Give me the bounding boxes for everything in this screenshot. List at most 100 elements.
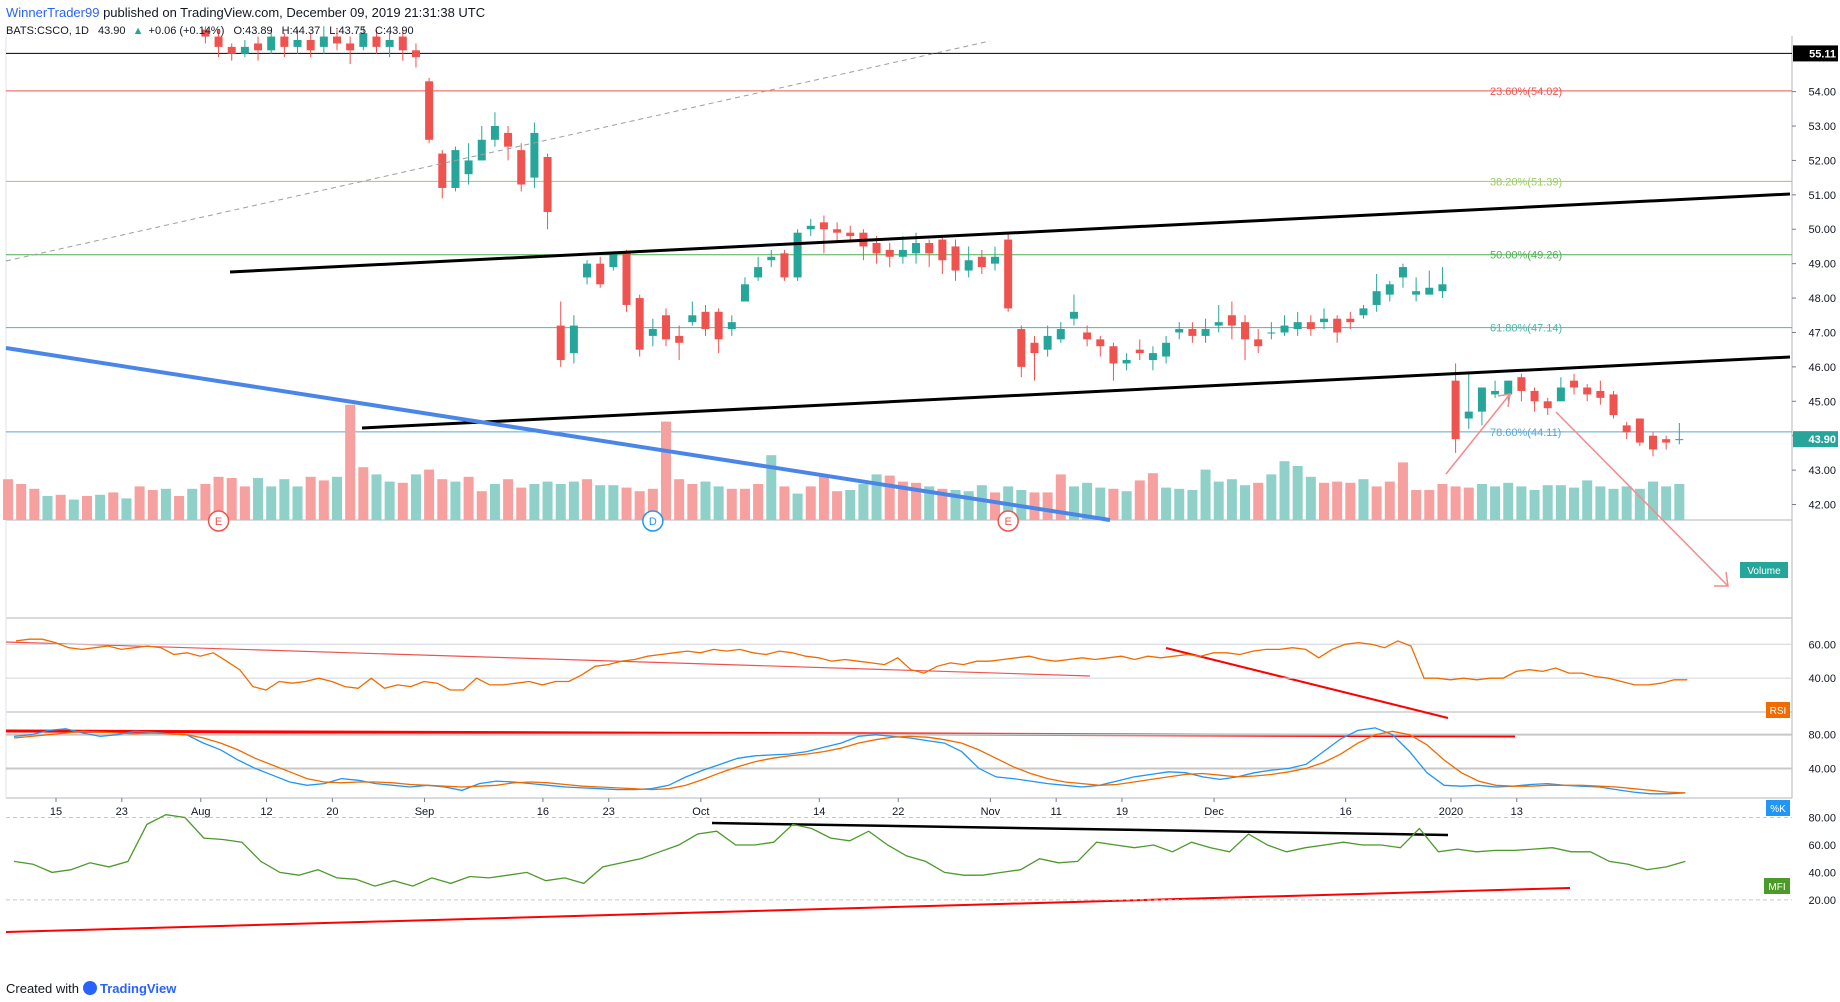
candle-body (490, 126, 499, 140)
volume-bar (647, 488, 658, 520)
volume-bar (1108, 488, 1119, 520)
volume-bar (568, 481, 579, 520)
volume-bar (1082, 482, 1093, 520)
legend-low-label: L: (329, 26, 338, 37)
volume-bar (832, 491, 843, 520)
volume-bar (1437, 484, 1448, 520)
chart-area[interactable]: 23.60%(54.02) 38.20%(51.39) 50.00%(49.26) 6… (0, 26, 1840, 976)
candle-body (319, 36, 328, 47)
volume-bar (1134, 480, 1145, 520)
candle-body (1504, 380, 1513, 395)
volume-bar (1161, 487, 1172, 520)
volume-bar (1450, 486, 1461, 520)
volume-bar (489, 484, 500, 520)
candle-body (1609, 394, 1618, 416)
price-tick-label: 52.00 (1808, 155, 1836, 167)
candle-body (583, 263, 592, 278)
volume-bar (1292, 466, 1303, 520)
candle-body (1635, 418, 1644, 443)
top-price-marker: 55.11 (1809, 48, 1836, 60)
volume-bar (621, 487, 632, 520)
fib-label: 23.60%(54.02) (1490, 86, 1562, 98)
stoch-k-line (13, 727, 1686, 795)
trendline-blue-falling (5, 346, 1111, 522)
volume-bar (884, 475, 895, 520)
volume-bar (134, 486, 145, 520)
top-price-marker-box (1793, 45, 1838, 62)
stoch-label-tag: %K (1766, 800, 1790, 816)
volume-bar (397, 482, 408, 520)
candle-body (214, 36, 223, 47)
candle-body (885, 249, 894, 257)
time-tick-label: 12 (260, 806, 272, 818)
legend-open: 43.89 (245, 26, 273, 37)
candle-body (385, 40, 394, 47)
price-tick-label: 42.00 (1808, 500, 1836, 512)
candle-body (398, 36, 407, 51)
price-tick-label: 45.00 (1808, 396, 1836, 408)
event-badge (207, 510, 230, 532)
candle-body (846, 232, 855, 237)
candle-body (1241, 322, 1250, 340)
candle-body (1649, 435, 1657, 450)
fib-label: 38.20%(51.39) (1490, 176, 1562, 188)
candle-body (1530, 390, 1539, 402)
tradingview-link[interactable]: TradingView (99, 981, 177, 996)
candle-body (1662, 439, 1671, 443)
volume-bar (1569, 487, 1580, 520)
trend-drawings[interactable] (5, 40, 1791, 587)
price-tick-label: 43.00 (1808, 465, 1836, 477)
candle-body (1109, 346, 1118, 364)
time-tick-label: 14 (813, 806, 825, 818)
candle-body (596, 263, 605, 285)
author-link[interactable]: WinnerTrader99 (6, 5, 100, 20)
volume-bar (1371, 486, 1382, 520)
volume-bar (437, 479, 448, 520)
rsi-label: RSI (1770, 706, 1787, 717)
volume-bar (1253, 482, 1264, 520)
price-tick-label: 49.00 (1808, 259, 1836, 271)
volume-bar (845, 490, 856, 520)
legend-high: 44.37 (293, 26, 321, 37)
volume-bar (1397, 462, 1408, 520)
candle-body (1267, 332, 1276, 334)
rsi-label-tag: RSI (1766, 702, 1790, 718)
volume-bar (253, 478, 264, 520)
trendline-black-upper (229, 192, 1791, 274)
stoch-tick-label: 40.00 (1808, 763, 1836, 775)
volume-bar (476, 491, 487, 520)
volume-bar (1608, 488, 1619, 520)
volume-bar (318, 480, 329, 520)
legend-close-label: C: (375, 26, 386, 37)
candle-body (662, 315, 670, 340)
candle-body (504, 132, 513, 147)
candle-body (293, 40, 302, 47)
candle-body (609, 253, 618, 268)
volume-bar (1516, 486, 1527, 520)
volume-bar (674, 479, 685, 520)
volume-bar (279, 479, 290, 520)
mfi-drawings[interactable] (5, 821, 1571, 933)
rsi-trendline-upper (5, 641, 1091, 677)
volume-bar (424, 469, 435, 520)
volume-bar (1555, 485, 1566, 520)
volume-bar (858, 484, 869, 520)
volume-bar (818, 474, 829, 520)
fib-label: 50.00%(49.26) (1490, 250, 1562, 262)
volume-bar (160, 488, 171, 520)
time-axis[interactable]: 15 23 Aug 12 20 Sep 16 23 Oct 14 22 Nov 11 19 Dec 16 202… (50, 798, 1523, 818)
event-label: E (1004, 516, 1011, 528)
candle-body (912, 243, 921, 254)
time-tick-label: 23 (116, 806, 128, 818)
volume-bar (739, 488, 750, 520)
volume-bar (516, 487, 527, 520)
volume-bar (95, 494, 106, 520)
price-tick-label: 53.00 (1808, 121, 1836, 133)
legend: BATS:CSCO, 1D 43.90 ▲ +0.06 (+0.14%) O:4… (6, 26, 414, 37)
fib-label: 61.80%(47.14) (1490, 323, 1562, 335)
volume-bar (766, 455, 777, 520)
volume-bar (1332, 481, 1343, 520)
price-axis[interactable]: 54.00 53.00 52.00 51.00 50.00 49.00 48.00 47.00… (1792, 45, 1838, 512)
volume-label-tag: Volume (1740, 562, 1788, 578)
volume-bar (1595, 486, 1606, 520)
